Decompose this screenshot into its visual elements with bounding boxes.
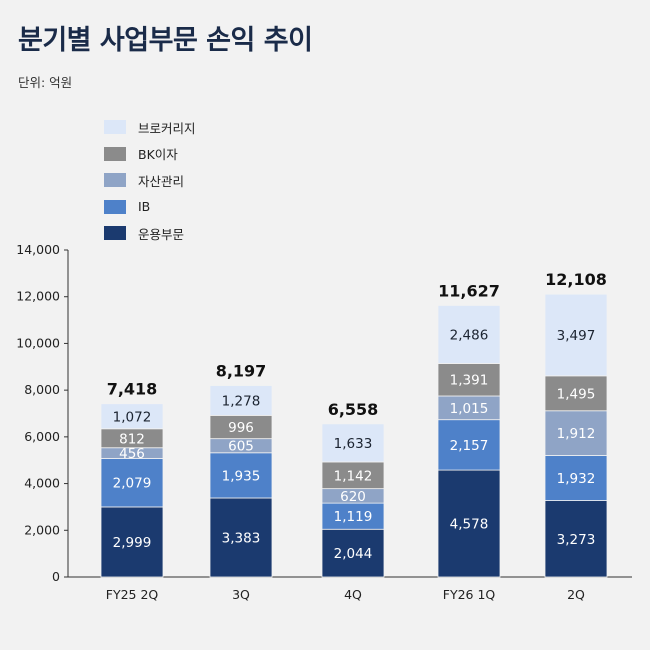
- bar-segment: [544, 375, 608, 412]
- data-label: 1,912: [557, 426, 596, 442]
- data-label: 2,044: [334, 546, 373, 562]
- total-label: 6,558: [328, 400, 379, 419]
- data-label: 605: [228, 439, 254, 455]
- data-label: 1,633: [334, 436, 373, 452]
- data-label: 456: [119, 446, 145, 462]
- x-tick-label: 3Q: [232, 587, 250, 602]
- legend-label: 브로커리지: [138, 120, 196, 136]
- legend-swatch: [104, 226, 126, 240]
- legend-item: 브로커리지: [104, 118, 196, 136]
- legend-label: 운용부문: [138, 226, 185, 242]
- y-tick-label: 2,000: [24, 522, 60, 537]
- data-label: 1,072: [113, 409, 152, 425]
- legend-item: BK이자: [104, 145, 196, 163]
- total-label: 11,627: [438, 281, 500, 300]
- bar-segment: [544, 410, 608, 456]
- data-label: 620: [340, 489, 366, 505]
- legend-label: BK이자: [138, 147, 178, 162]
- bar-segment: [321, 502, 385, 530]
- bar-segment: [437, 305, 501, 364]
- data-label: 3,273: [557, 532, 596, 548]
- y-tick-label: 4,000: [24, 476, 60, 491]
- data-label: 1,119: [334, 509, 373, 525]
- x-tick-label: FY25 2Q: [106, 587, 159, 602]
- bar-segment: [100, 506, 164, 578]
- data-label: 1,142: [334, 468, 373, 484]
- bar-segment: [321, 423, 385, 463]
- legend-item: IB: [104, 198, 196, 216]
- legend-item: 운용부문: [104, 224, 196, 242]
- data-label: 1,015: [450, 401, 489, 417]
- bar-segment: [544, 293, 608, 377]
- bar-segment: [209, 497, 273, 578]
- y-tick-label: 0: [52, 569, 60, 584]
- total-label: 7,418: [107, 380, 158, 399]
- data-label: 2,157: [450, 438, 489, 454]
- bar-segment: [321, 528, 385, 578]
- x-tick-label: 4Q: [344, 587, 362, 602]
- legend-item: 자산관리: [104, 171, 196, 189]
- legend-label: IB: [138, 199, 151, 214]
- bar-segment: [544, 455, 608, 501]
- bar-segment: [437, 469, 501, 578]
- chart-title: 분기별 사업부문 손익 추이: [18, 25, 313, 56]
- legend-swatch: [104, 120, 126, 134]
- x-tick-label: FY26 1Q: [443, 587, 496, 602]
- data-label: 1,932: [557, 471, 596, 487]
- y-tick-label: 12,000: [16, 289, 60, 304]
- data-label: 4,578: [450, 517, 489, 533]
- legend-label: 자산관리: [138, 173, 185, 189]
- legend-swatch: [104, 173, 126, 187]
- y-tick-label: 14,000: [16, 242, 60, 257]
- legend-swatch: [104, 199, 126, 214]
- data-label: 1,391: [450, 373, 489, 389]
- total-label: 12,108: [545, 270, 607, 289]
- unit-label: 단위: 억원: [18, 75, 73, 90]
- data-label: 2,999: [113, 535, 152, 551]
- x-tick-label: 2Q: [567, 587, 585, 602]
- data-label: 3,383: [222, 530, 261, 546]
- data-label: 1,495: [557, 386, 596, 402]
- bar-segment: [437, 363, 501, 397]
- data-label: 1,278: [222, 393, 261, 409]
- y-tick-label: 10,000: [16, 335, 60, 350]
- data-label: 812: [119, 431, 145, 447]
- data-label: 996: [228, 420, 254, 436]
- data-label: 2,079: [113, 476, 152, 492]
- bar-segment: [100, 403, 164, 430]
- bar-segment: [544, 500, 608, 578]
- data-label: 3,497: [557, 328, 596, 344]
- legend-swatch: [104, 146, 126, 161]
- total-label: 8,197: [216, 362, 267, 381]
- data-label: 1,935: [222, 468, 261, 484]
- data-label: 2,486: [450, 327, 489, 343]
- bar-segment: [209, 452, 273, 499]
- bar-segment: [100, 457, 164, 508]
- bar-segment: [437, 419, 501, 471]
- bar-segment: [209, 385, 273, 416]
- y-tick-label: 6,000: [24, 429, 60, 444]
- y-tick-label: 8,000: [24, 382, 60, 397]
